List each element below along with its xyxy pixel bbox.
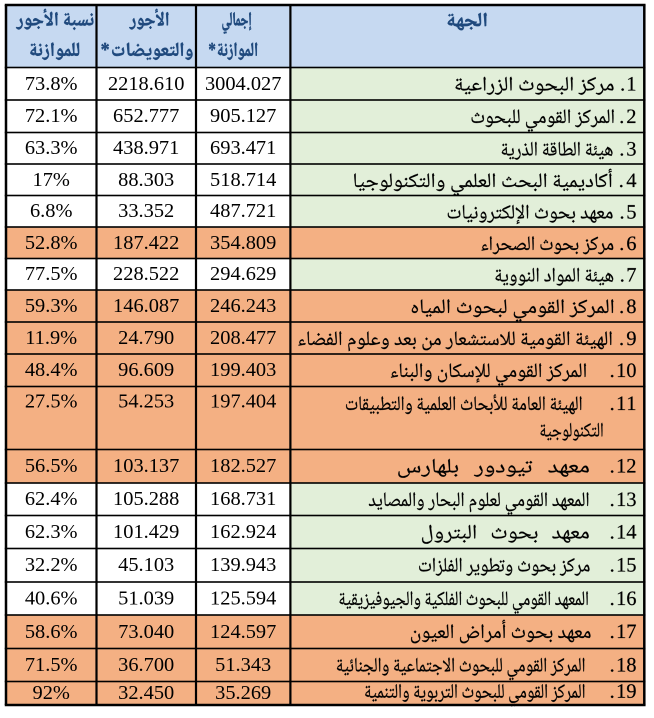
svg-text:52.8%: 52.8%: [25, 232, 78, 254]
svg-text:124.597: 124.597: [210, 621, 276, 643]
svg-text:63.3%: 63.3%: [25, 137, 78, 159]
svg-text:199.403: 199.403: [210, 359, 276, 381]
svg-text:72.1%: 72.1%: [25, 105, 78, 127]
svg-text:17%: 17%: [33, 169, 70, 191]
svg-text:693.471: 693.471: [210, 137, 276, 159]
svg-text:73.040: 73.040: [118, 621, 174, 643]
svg-text:101.429: 101.429: [113, 521, 179, 543]
svg-text:48.4%: 48.4%: [25, 359, 78, 381]
svg-text:146.087: 146.087: [113, 295, 179, 317]
svg-text:88.303: 88.303: [118, 169, 174, 191]
svg-text:32.450: 32.450: [118, 682, 174, 704]
svg-text:35.269: 35.269: [215, 682, 271, 704]
svg-text:73.8%: 73.8%: [25, 73, 78, 95]
svg-text:105.288: 105.288: [113, 488, 179, 510]
svg-text:36.700: 36.700: [118, 654, 174, 676]
svg-text:652.777: 652.777: [113, 105, 179, 127]
svg-text:487.721: 487.721: [210, 200, 276, 222]
svg-text:92%: 92%: [33, 682, 70, 704]
svg-text:208.477: 208.477: [210, 327, 276, 349]
svg-text:24.790: 24.790: [118, 327, 174, 349]
svg-text:59.3%: 59.3%: [25, 295, 78, 317]
svg-text:197.404: 197.404: [210, 390, 276, 412]
svg-text:905.127: 905.127: [210, 105, 276, 127]
svg-text:54.253: 54.253: [118, 390, 174, 412]
svg-text:187.422: 187.422: [113, 232, 179, 254]
svg-text:62.4%: 62.4%: [25, 488, 78, 510]
svg-text:71.5%: 71.5%: [25, 654, 78, 676]
svg-text:354.809: 354.809: [210, 232, 276, 254]
svg-text:96.609: 96.609: [118, 359, 174, 381]
svg-text:162.924: 162.924: [210, 521, 276, 543]
svg-text:11.9%: 11.9%: [25, 327, 77, 349]
svg-text:294.629: 294.629: [210, 263, 276, 285]
svg-text:139.943: 139.943: [210, 554, 276, 576]
svg-text:6.8%: 6.8%: [30, 200, 72, 222]
svg-text:32.2%: 32.2%: [25, 554, 78, 576]
svg-text:27.5%: 27.5%: [25, 390, 78, 412]
svg-text:125.594: 125.594: [210, 588, 276, 610]
svg-text:2218.610: 2218.610: [108, 73, 184, 95]
svg-text:45.103: 45.103: [118, 554, 174, 576]
svg-text:58.6%: 58.6%: [25, 621, 78, 643]
svg-text:246.243: 246.243: [210, 295, 276, 317]
svg-text:56.5%: 56.5%: [25, 455, 78, 477]
svg-text:51.039: 51.039: [118, 588, 174, 610]
svg-text:40.6%: 40.6%: [25, 588, 78, 610]
svg-text:77.5%: 77.5%: [25, 263, 78, 285]
svg-text:51.343: 51.343: [215, 654, 271, 676]
svg-text:182.527: 182.527: [210, 455, 276, 477]
svg-text:438.971: 438.971: [113, 137, 179, 159]
svg-text:62.3%: 62.3%: [25, 521, 78, 543]
svg-text:33.352: 33.352: [118, 200, 174, 222]
svg-text:518.714: 518.714: [210, 169, 276, 191]
svg-text:228.522: 228.522: [113, 263, 179, 285]
svg-text:103.137: 103.137: [113, 455, 179, 477]
svg-text:168.731: 168.731: [210, 488, 276, 510]
svg-text:3004.027: 3004.027: [205, 73, 281, 95]
